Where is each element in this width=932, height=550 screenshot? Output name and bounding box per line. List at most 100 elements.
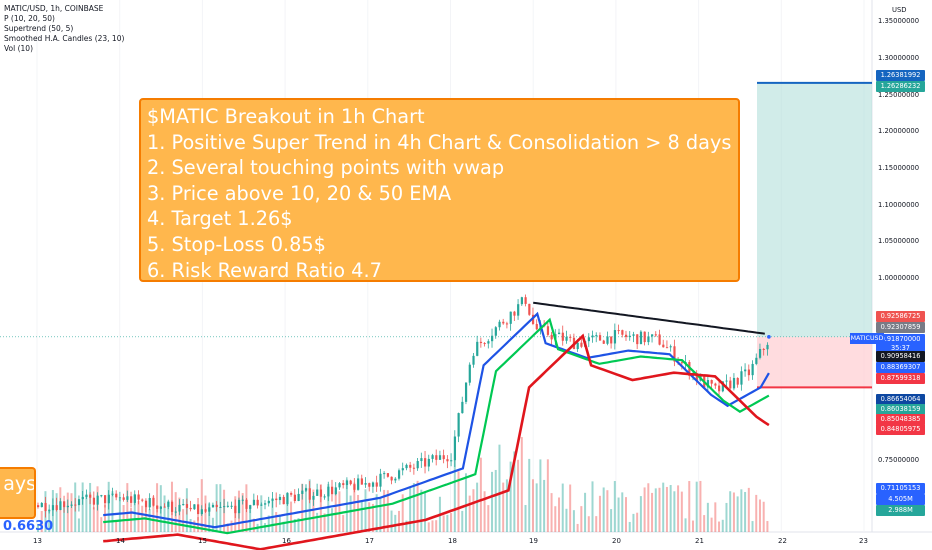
candle-body: [688, 362, 691, 376]
candle-body: [92, 497, 96, 505]
volume-bar: [420, 489, 423, 532]
candle-body: [226, 505, 229, 507]
volume-bar: [546, 459, 549, 532]
candle-body: [472, 355, 475, 365]
candle-body: [628, 335, 631, 338]
ema10-line: [103, 311, 770, 529]
candle-body: [665, 347, 669, 349]
candle-body: [204, 509, 207, 512]
volume-bar: [450, 513, 453, 532]
candle-body: [219, 506, 222, 508]
candle-body: [528, 303, 531, 315]
volume-bar: [610, 509, 613, 532]
candle-body: [81, 496, 84, 500]
candle-body: [85, 494, 88, 497]
candle-body: [159, 506, 163, 509]
price-tick: 1.25000000: [878, 91, 920, 99]
price-tag-target: 1.26381992: [876, 70, 925, 81]
volume-bar: [360, 501, 363, 532]
volume-bar: [446, 514, 449, 532]
candle-body: [44, 502, 47, 512]
candle-body: [137, 494, 140, 500]
price-tick: 1.05000000: [878, 237, 920, 245]
candle-body: [37, 505, 40, 508]
volume-bar: [591, 481, 594, 532]
candle-body: [237, 499, 241, 514]
candle-body: [569, 336, 572, 338]
candle-body: [580, 342, 583, 347]
candle-body: [710, 380, 713, 384]
volume-bar: [226, 523, 229, 532]
candle-body: [223, 506, 226, 508]
candle-body: [420, 458, 423, 462]
left-note-fragment: ays: [0, 467, 36, 519]
candle-body: [200, 509, 203, 515]
volume-bar: [468, 495, 471, 532]
volume-bar: [520, 437, 523, 532]
volume-bar: [442, 515, 445, 532]
volume-bar: [48, 509, 51, 532]
volume-bar: [401, 494, 404, 532]
volume-bar: [357, 494, 360, 532]
candle-body: [513, 311, 516, 316]
date-label: 21: [695, 537, 704, 545]
volume-bar: [647, 483, 650, 532]
left-price-label: 0.6630: [3, 519, 54, 534]
volume-bar: [308, 479, 311, 532]
volume-bar: [721, 519, 724, 532]
candle-body: [587, 337, 590, 342]
volume-bar: [472, 489, 475, 532]
price-tick: 1.35000000: [878, 17, 920, 25]
note-line: 6. Risk Reward Ratio 4.7: [147, 258, 382, 282]
candle-body: [412, 467, 416, 469]
candle-body: [74, 504, 77, 506]
volume-bar: [264, 523, 267, 532]
candle-body: [424, 458, 427, 467]
supertrend-line: [533, 301, 765, 335]
volume-bar: [144, 507, 147, 532]
volume-bar: [334, 490, 337, 532]
candle-body: [643, 331, 646, 343]
candle-body: [621, 330, 624, 335]
volume-bar: [163, 495, 166, 532]
candle-body: [394, 478, 397, 481]
volume-bar: [304, 484, 307, 532]
candle-body: [327, 486, 330, 497]
candle-body: [111, 493, 114, 495]
candle-body: [409, 464, 412, 468]
volume-bar: [662, 482, 665, 532]
volume-bar: [691, 520, 694, 532]
volume-bar: [751, 521, 754, 532]
note-line: $MATIC Breakout in 1h Chart: [147, 105, 425, 128]
candle-body: [357, 478, 360, 490]
candle-body: [360, 478, 363, 485]
candle-body: [241, 499, 244, 501]
candle-body: [264, 503, 267, 505]
volume-bar: [732, 492, 735, 532]
volume-bar: [55, 493, 58, 532]
price-tag-stop: 0.85048385: [876, 414, 925, 425]
volume-bar: [345, 479, 348, 532]
volume-bar: [89, 482, 92, 532]
price-tag: 0.71105153: [876, 483, 925, 494]
volume-bar: [148, 509, 151, 532]
candle-body: [96, 495, 99, 505]
candle-body: [491, 335, 494, 342]
candle-body: [70, 504, 73, 506]
volume-bar: [301, 483, 304, 532]
volume-tag: 4.505M: [876, 494, 925, 505]
volume-bar: [338, 491, 341, 532]
volume-bar: [386, 490, 389, 532]
volume-bar: [621, 492, 624, 532]
candle-body: [63, 501, 66, 508]
volume-bar: [412, 483, 415, 532]
candle-body: [301, 490, 304, 494]
volume-bar: [718, 521, 721, 532]
date-label: 19: [529, 537, 538, 545]
volume-bar: [409, 486, 412, 532]
volume-bar: [636, 512, 639, 532]
candle-body: [267, 500, 270, 504]
candle-body: [182, 504, 185, 506]
candle-body: [658, 334, 661, 345]
